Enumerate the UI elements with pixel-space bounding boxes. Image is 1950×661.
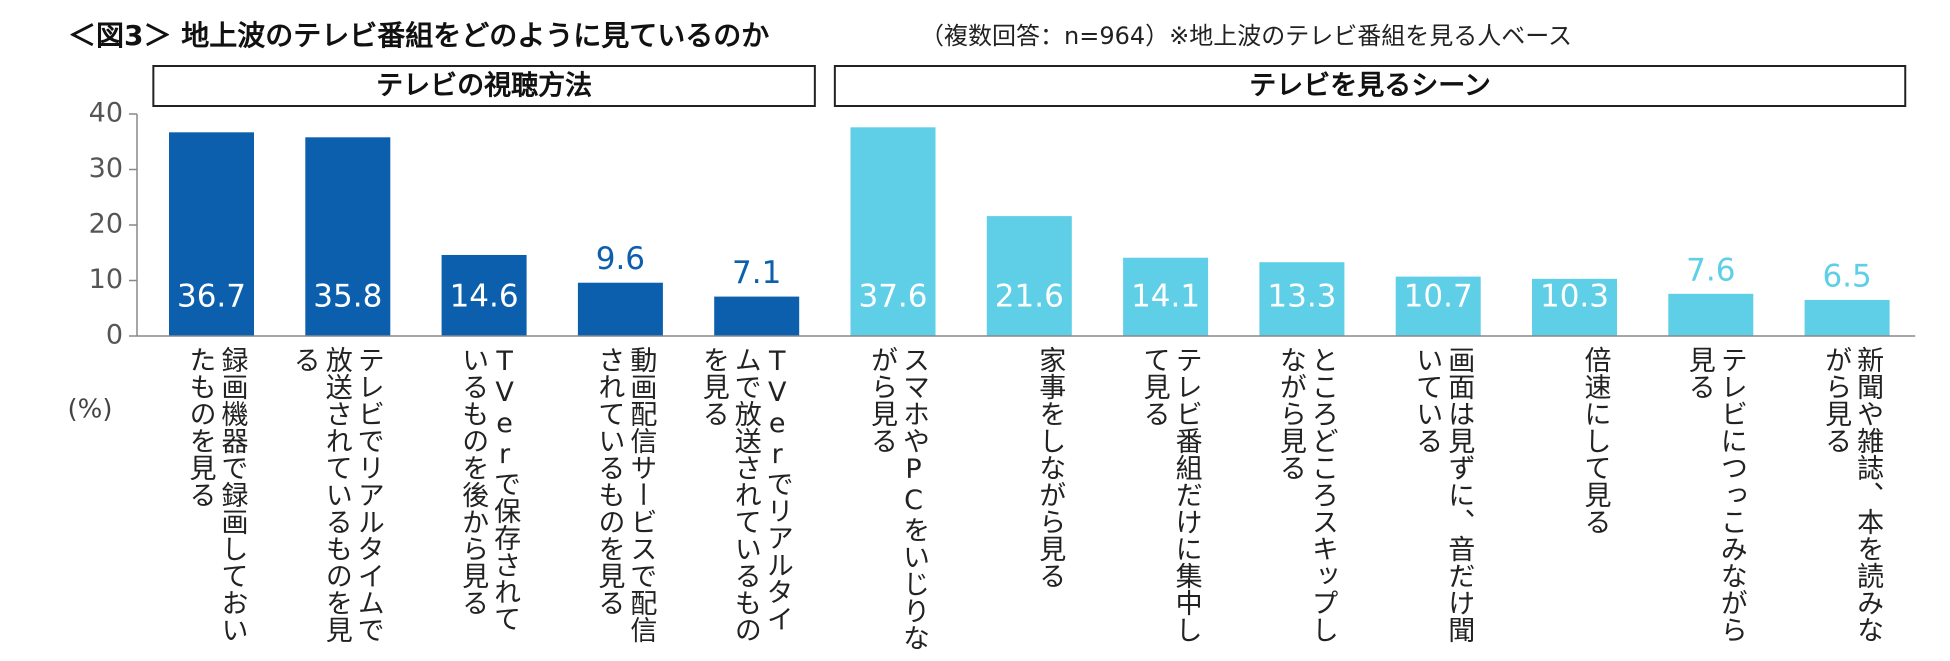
x-tick-label: テレビ番組だけに集中して見る bbox=[1138, 346, 1202, 643]
group-header-box bbox=[833, 65, 1907, 107]
x-tick-label: 新聞や雑誌、本を読みながら見る bbox=[1820, 346, 1884, 643]
bar bbox=[441, 254, 527, 336]
data-label: 10.3 bbox=[1540, 279, 1609, 315]
x-tick-label: TVerで保存されているものを後から見る bbox=[457, 346, 521, 632]
y-tick-label: 30 bbox=[89, 153, 123, 184]
x-tick-label: ところどころスキップしながら見る bbox=[1274, 346, 1338, 643]
bar bbox=[1804, 299, 1890, 336]
group-header-box bbox=[152, 65, 816, 107]
chart-title: ＜図3＞ 地上波のテレビ番組をどのように見ているのか bbox=[68, 19, 769, 52]
x-tick-label: テレビにつっこみながら見る bbox=[1683, 346, 1747, 643]
y-axis-label: (%) bbox=[68, 395, 113, 425]
data-label: 14.1 bbox=[1131, 279, 1200, 315]
x-tick-label: 家事をしながら見る bbox=[1034, 346, 1066, 589]
data-label: 35.8 bbox=[313, 279, 382, 315]
data-label: 37.6 bbox=[858, 279, 927, 315]
bar bbox=[1532, 278, 1617, 336]
data-label: 36.7 bbox=[177, 279, 246, 315]
x-tick-label: TVerでリアルタイムで放送されているものを見る bbox=[697, 346, 793, 643]
x-tick-label: 動画配信サービスで配信されているものを見る bbox=[593, 346, 657, 643]
x-tick-label: 画面は見ずに、音だけ聞いている bbox=[1411, 346, 1475, 643]
group-header: テレビを見るシーン bbox=[1249, 71, 1491, 102]
y-tick-label: 20 bbox=[89, 209, 123, 240]
data-label: 6.5 bbox=[1822, 258, 1871, 294]
y-tick-label: 10 bbox=[89, 264, 123, 295]
x-tick-label: 録画機器で録画しておいたものを見る bbox=[184, 346, 248, 643]
x-tick-label: スマホやPCをいじりながら見る bbox=[866, 346, 929, 651]
bar bbox=[1259, 262, 1345, 336]
group-header: テレビの視聴方法 bbox=[376, 70, 592, 102]
bar bbox=[850, 127, 936, 336]
data-label: 7.6 bbox=[1686, 252, 1735, 288]
data-label: 10.7 bbox=[1404, 279, 1473, 315]
bar bbox=[1395, 276, 1481, 336]
data-label: 21.6 bbox=[995, 279, 1064, 315]
x-tick-label: テレビでリアルタイムで放送されているものを見る bbox=[288, 346, 384, 643]
bar bbox=[986, 216, 1072, 336]
bar bbox=[577, 282, 663, 336]
data-label: 7.1 bbox=[732, 255, 781, 291]
bar bbox=[1668, 293, 1754, 336]
bar bbox=[714, 296, 800, 336]
y-tick-label: 40 bbox=[89, 98, 123, 129]
bar bbox=[169, 132, 254, 336]
bar bbox=[1123, 257, 1209, 336]
bar bbox=[305, 137, 391, 336]
chart-subtitle: （複数回答：n=964）※地上波のテレビ番組を見る人ベース bbox=[920, 22, 1572, 50]
data-label: 9.6 bbox=[596, 241, 645, 277]
x-tick-label: 倍速にして見る bbox=[1579, 346, 1611, 535]
y-tick-label: 0 bbox=[106, 320, 123, 351]
data-label: 14.6 bbox=[450, 279, 519, 315]
data-label: 13.3 bbox=[1267, 279, 1336, 315]
